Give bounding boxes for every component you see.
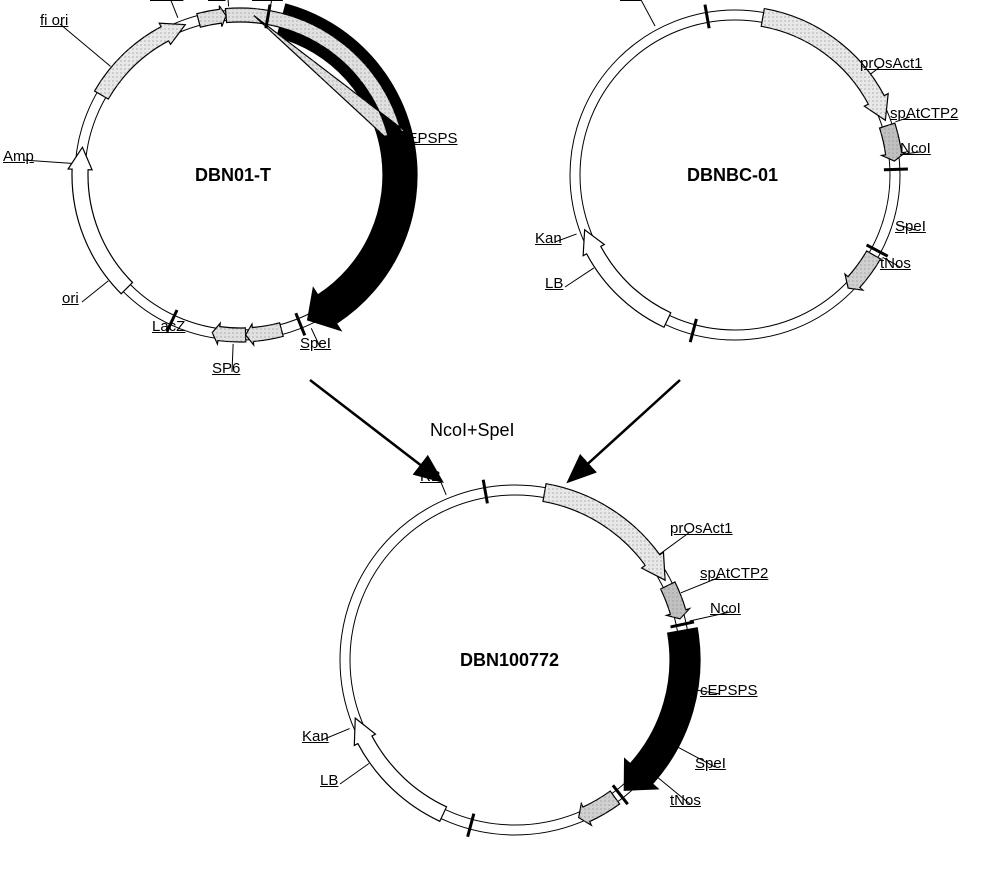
p2-kan: Kan xyxy=(535,230,562,247)
p3-rb: RB xyxy=(420,468,441,485)
svg-canvas xyxy=(0,0,1000,890)
p3-prosact1: prOsAct1 xyxy=(670,520,733,537)
p1-cepsps: cEPSPS xyxy=(400,130,458,147)
p3-spei: SpeI xyxy=(695,755,726,772)
plasmid2-name: DBNBC-01 xyxy=(687,165,778,186)
p2-spei: SpeI xyxy=(895,218,926,235)
p2-spatctp2: spAtCTP2 xyxy=(890,105,958,122)
p1-ori: ori xyxy=(62,290,79,307)
plasmid-diagram: DBN01-T DBNBC-01 DBN100772 NcoI+SpeI Lac… xyxy=(0,0,1000,890)
p3-lb: LB xyxy=(320,772,338,789)
p1-spei: SpeI xyxy=(300,335,331,352)
p3-kan: Kan xyxy=(302,728,329,745)
p2-prosact1: prOsAct1 xyxy=(860,55,923,72)
p2-ncoi: NcoI xyxy=(900,140,931,157)
p1-amp: Amp xyxy=(3,148,34,165)
p1-lacz-bot: LacZ xyxy=(152,318,185,335)
p1-fi-ori: fi ori xyxy=(40,12,68,29)
digest-label: NcoI+SpeI xyxy=(430,420,515,441)
p1-t7: T7 xyxy=(208,0,226,3)
p3-tnos: tNos xyxy=(670,792,701,809)
plasmid1-name: DBN01-T xyxy=(195,165,271,186)
p2-tnos: tNos xyxy=(880,255,911,272)
p1-sp6: SP6 xyxy=(212,360,240,377)
p1-ncoi: NcoI xyxy=(252,0,283,3)
p2-lb: LB xyxy=(545,275,563,292)
p1-lacz-top: LacZ xyxy=(150,0,183,3)
p3-cepsps: cEPSPS xyxy=(700,682,758,699)
p2-rb: RB xyxy=(620,0,641,3)
p3-spatctp2: spAtCTP2 xyxy=(700,565,768,582)
p3-ncoi: NcoI xyxy=(710,600,741,617)
plasmid3-name: DBN100772 xyxy=(460,650,559,671)
